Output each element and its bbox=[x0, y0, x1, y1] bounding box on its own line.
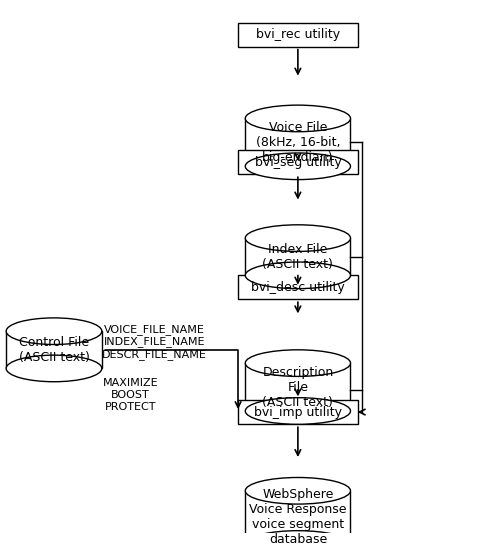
Ellipse shape bbox=[245, 153, 350, 180]
Text: VOICE_FILE_NAME
INDEX_FILE_NAME
DESCR_FILE_NAME: VOICE_FILE_NAME INDEX_FILE_NAME DESCR_FI… bbox=[102, 324, 206, 360]
Ellipse shape bbox=[245, 262, 350, 289]
Text: bvi_desc utility: bvi_desc utility bbox=[251, 281, 344, 294]
FancyBboxPatch shape bbox=[6, 331, 102, 369]
Ellipse shape bbox=[6, 318, 102, 344]
FancyBboxPatch shape bbox=[238, 23, 357, 47]
FancyBboxPatch shape bbox=[245, 363, 350, 411]
FancyBboxPatch shape bbox=[238, 401, 357, 424]
Text: bvi_rec utility: bvi_rec utility bbox=[255, 28, 339, 41]
Ellipse shape bbox=[245, 105, 350, 132]
Text: Voice File
(8kHz, 16-bit,
big-endian): Voice File (8kHz, 16-bit, big-endian) bbox=[255, 121, 339, 164]
Text: WebSphere
Voice Response
voice segment
database: WebSphere Voice Response voice segment d… bbox=[249, 488, 346, 547]
FancyBboxPatch shape bbox=[245, 238, 350, 276]
Ellipse shape bbox=[245, 225, 350, 251]
Text: bvi_seg utility: bvi_seg utility bbox=[254, 156, 340, 169]
Ellipse shape bbox=[245, 478, 350, 504]
FancyBboxPatch shape bbox=[238, 276, 357, 299]
Ellipse shape bbox=[245, 531, 350, 551]
FancyBboxPatch shape bbox=[245, 491, 350, 544]
FancyBboxPatch shape bbox=[245, 118, 350, 166]
FancyBboxPatch shape bbox=[238, 150, 357, 174]
Text: Control File
(ASCII text): Control File (ASCII text) bbox=[19, 336, 89, 364]
Ellipse shape bbox=[245, 398, 350, 424]
Text: bvi_imp utility: bvi_imp utility bbox=[253, 406, 341, 419]
Text: Index File
(ASCII text): Index File (ASCII text) bbox=[262, 243, 333, 271]
Text: MAXIMIZE
BOOST
PROTECT: MAXIMIZE BOOST PROTECT bbox=[103, 379, 158, 412]
Ellipse shape bbox=[6, 355, 102, 382]
Ellipse shape bbox=[245, 350, 350, 376]
Text: Description
File
(ASCII text): Description File (ASCII text) bbox=[262, 365, 333, 408]
